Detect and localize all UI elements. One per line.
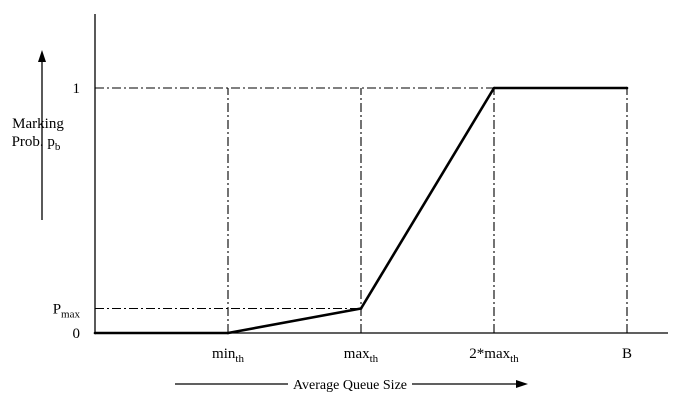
y-tick-label-p_max: Pmax xyxy=(53,302,81,321)
series-0-point-2 xyxy=(359,307,363,310)
series-0-segment-2 xyxy=(359,87,496,310)
series-layer xyxy=(93,86,629,335)
y-axis-title-line1: Marking xyxy=(12,116,64,132)
series-0-point-0 xyxy=(93,331,97,335)
series-0-point-4 xyxy=(625,86,629,90)
x-tick-label-2max_th: 2*maxth xyxy=(469,346,519,365)
x-axis-title-arrowhead xyxy=(516,380,528,388)
axes xyxy=(94,14,668,334)
series-0-point-1 xyxy=(226,331,230,335)
x-axis-title: Average Queue Size xyxy=(293,378,407,393)
x-tick-label-min_th: minth xyxy=(212,346,244,365)
y-tick-label-0: 0 xyxy=(73,326,81,342)
guide-lines xyxy=(95,87,628,333)
series-0-point-3 xyxy=(492,86,496,90)
tick-labels: minth maxth 2*maxth B 0 Pmax 1 xyxy=(53,81,632,365)
y-axis-title-line2: Prob. pb xyxy=(12,134,61,153)
y-axis-title-arrowhead xyxy=(38,50,46,62)
y-tick-label-1: 1 xyxy=(73,81,81,97)
x-tick-label-max_th: maxth xyxy=(344,346,379,365)
x-tick-label-B: B xyxy=(622,346,632,362)
series-0-segment-1 xyxy=(227,307,362,335)
